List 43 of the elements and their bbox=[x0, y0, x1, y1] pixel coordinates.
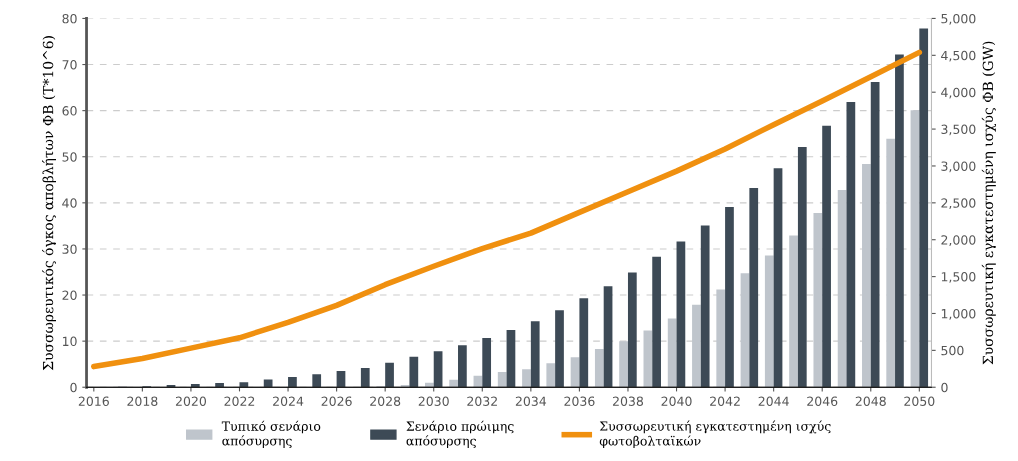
x-tick-label: 2042 bbox=[710, 396, 740, 406]
x-tick-label: 2044 bbox=[758, 396, 789, 406]
legend-label: Σενάριο πρώιμης απόσυρσης bbox=[406, 420, 514, 448]
y-tick-label: 70 bbox=[62, 60, 77, 70]
y2-tick-label: 4,500 bbox=[941, 50, 976, 62]
x-tick-label: 2022 bbox=[224, 396, 255, 406]
y2-tick-label: 0 bbox=[941, 382, 948, 393]
x-tick-label: 2048 bbox=[855, 396, 886, 406]
y-tick-label: 20 bbox=[62, 290, 77, 300]
x-tick-label: 2018 bbox=[127, 396, 158, 406]
x-tick-label: 2030 bbox=[418, 396, 449, 406]
x-tick-label: 2020 bbox=[175, 396, 207, 406]
y2-tick-label: 2,500 bbox=[941, 198, 976, 210]
y2-tick-label: 5,000 bbox=[941, 13, 976, 25]
y-tick-label: 10 bbox=[62, 336, 77, 347]
x-tick-label: 2026 bbox=[321, 396, 352, 406]
y2-tick-label: 500 bbox=[941, 345, 964, 356]
x-tick-label: 2032 bbox=[467, 396, 497, 406]
y-tick-label: 80 bbox=[62, 13, 77, 24]
y2-tick-label: 1,500 bbox=[941, 272, 976, 283]
y2-axis-title: Συσσωρευτική εγκατεστημένη ισχύς ΦΒ (GW) bbox=[981, 41, 997, 365]
x-tick-label: 2034 bbox=[515, 396, 547, 406]
y-tick-label: 0 bbox=[70, 382, 77, 393]
y2-tick-label: 1,000 bbox=[941, 308, 976, 320]
y2-tick-label: 2,000 bbox=[941, 235, 976, 246]
y2-tick-label: 3,000 bbox=[941, 161, 976, 173]
y2-tick-label: 4,000 bbox=[941, 87, 976, 99]
legend-label: Τυπικό σενάριο απόσυρσης bbox=[221, 420, 321, 448]
x-tick-label: 2024 bbox=[273, 396, 304, 406]
y-tick-label: 40 bbox=[62, 198, 77, 208]
x-tick-label: 2016 bbox=[78, 396, 109, 406]
x-tick-label: 2028 bbox=[370, 396, 401, 406]
x-tick-label: 2036 bbox=[564, 396, 595, 406]
y2-tick-label: 3,500 bbox=[941, 124, 976, 136]
legend-label: Συσσωρευτική εγκατεστημένη ισχύς φωτοβολταϊκών bbox=[599, 420, 831, 448]
y-tick-label: 30 bbox=[62, 244, 77, 254]
y-tick-label: 60 bbox=[62, 106, 77, 116]
y-tick-label: 50 bbox=[62, 152, 77, 162]
x-tick-label: 2040 bbox=[661, 396, 692, 406]
y-axis-title: Συσσωρευτικός όγκος αποβλήτων ΦΒ (Τ*10^6) bbox=[42, 36, 57, 371]
x-tick-label: 2046 bbox=[807, 396, 838, 406]
x-tick-label: 2038 bbox=[612, 396, 644, 406]
x-tick-label: 2050 bbox=[904, 396, 935, 406]
